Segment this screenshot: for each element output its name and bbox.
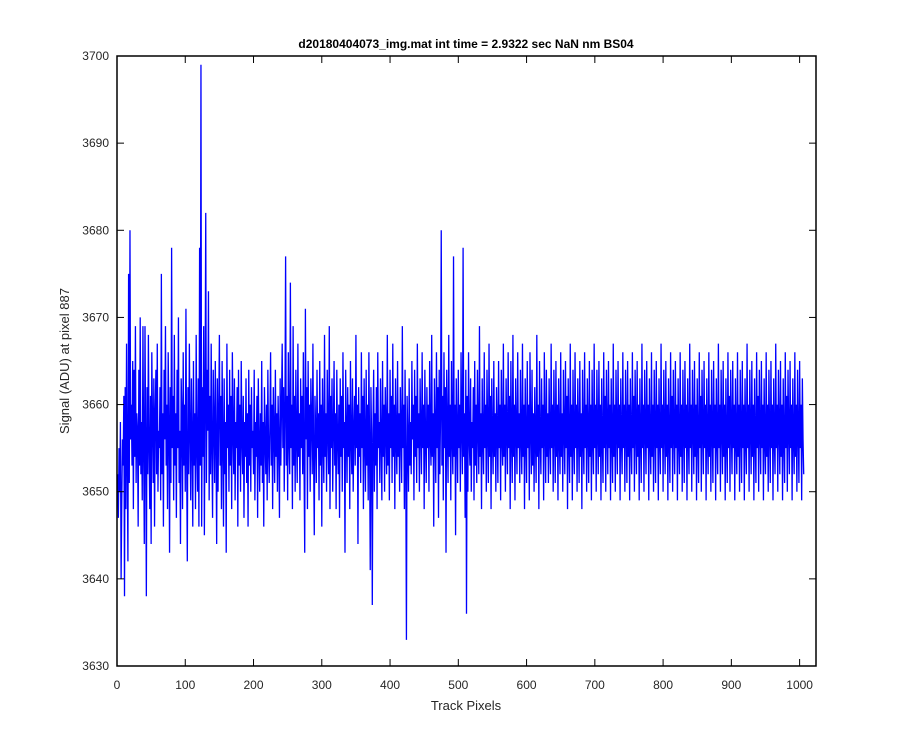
chart-title: d20180404073_img.mat int time = 2.9322 s… xyxy=(298,37,634,51)
x-tick-label: 1000 xyxy=(786,678,813,692)
y-tick-label: 3690 xyxy=(82,136,109,150)
y-tick-label: 3680 xyxy=(82,223,109,237)
y-tick-label: 3660 xyxy=(82,398,109,412)
y-tick-label: 3630 xyxy=(82,659,109,673)
y-tick-label: 3700 xyxy=(82,49,109,63)
x-tick-labels: 0 100 200 300 400 500 600 700 800 900 1000 xyxy=(114,678,814,692)
y-tick-label: 3640 xyxy=(82,572,109,586)
x-tick-label: 900 xyxy=(721,678,741,692)
x-tick-label: 600 xyxy=(517,678,537,692)
y-axis-label: Signal (ADU) at pixel 887 xyxy=(57,288,72,434)
data-layer xyxy=(117,64,805,640)
x-tick-label: 500 xyxy=(448,678,468,692)
y-tick-labels: 3630 3640 3650 3660 3670 3680 3690 3700 xyxy=(82,49,109,673)
plot-area xyxy=(116,55,817,667)
x-tick-label: 300 xyxy=(312,678,332,692)
axes-box xyxy=(116,55,817,667)
x-axis-label: Track Pixels xyxy=(431,698,502,713)
x-tick-label: 0 xyxy=(114,678,121,692)
y-tick-label: 3670 xyxy=(82,310,109,324)
x-tick-label: 400 xyxy=(380,678,400,692)
y-tick-label: 3650 xyxy=(82,485,109,499)
x-tick-label: 200 xyxy=(244,678,264,692)
series-line-1 xyxy=(117,64,805,640)
x-tick-label: 100 xyxy=(175,678,195,692)
x-tick-label: 800 xyxy=(653,678,673,692)
x-tick-label: 700 xyxy=(585,678,605,692)
